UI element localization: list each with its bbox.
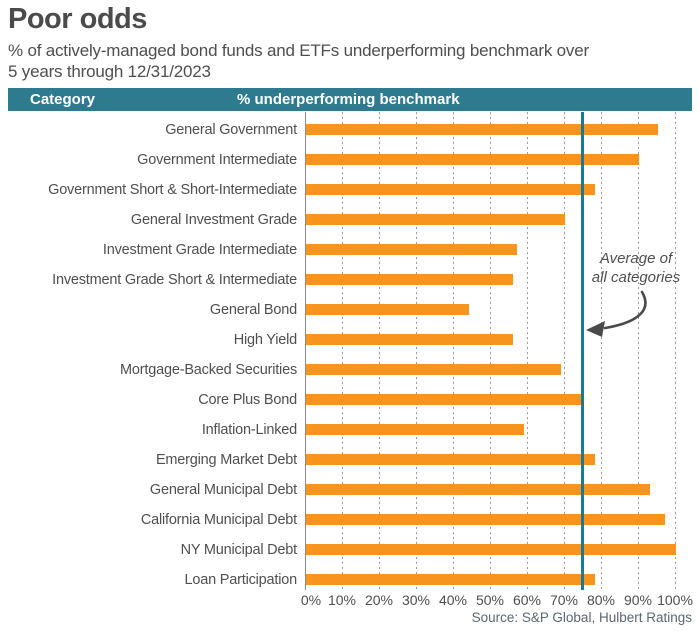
gridline-90pct bbox=[638, 112, 639, 590]
category-label: California Municipal Debt bbox=[140, 512, 297, 528]
chart-subtitle-line2: 5 years through 12/31/2023 bbox=[8, 62, 211, 81]
x-tick-label: 70% bbox=[549, 592, 579, 608]
x-tick-label: 30% bbox=[401, 592, 431, 608]
page-title: Poor odds bbox=[8, 3, 147, 35]
average-annotation-line2: all categories bbox=[591, 269, 681, 286]
bar bbox=[306, 184, 595, 195]
x-tick-label: 60% bbox=[512, 592, 542, 608]
chart-subtitle-line1: % of actively-managed bond funds and ETF… bbox=[8, 41, 589, 60]
category-label: General Government bbox=[165, 122, 297, 138]
category-label: Core Plus Bond bbox=[198, 392, 297, 408]
x-tick-label: 100% bbox=[657, 592, 693, 608]
gridline-100pct bbox=[675, 112, 676, 590]
bar bbox=[306, 484, 650, 495]
category-column-header: Category bbox=[30, 91, 96, 108]
gridline-40pct bbox=[453, 112, 454, 590]
average-line bbox=[581, 112, 584, 590]
x-tick-label: 50% bbox=[475, 592, 505, 608]
x-tick-label: 20% bbox=[364, 592, 394, 608]
x-tick-label: 80% bbox=[586, 592, 616, 608]
category-label: Government Intermediate bbox=[137, 152, 297, 168]
bar bbox=[306, 364, 561, 375]
gridline-80pct bbox=[601, 112, 602, 590]
category-label: General Investment Grade bbox=[130, 212, 297, 228]
bar bbox=[306, 154, 639, 165]
bar bbox=[306, 574, 595, 585]
category-labels-column: General Government Government Intermediat… bbox=[0, 115, 297, 595]
bar bbox=[306, 244, 517, 255]
category-label: Investment Grade Short & Intermediate bbox=[52, 272, 297, 288]
x-tick-label: 40% bbox=[438, 592, 468, 608]
category-label: General Bond bbox=[209, 302, 297, 318]
gridline-30pct bbox=[416, 112, 417, 590]
category-label: Investment Grade Intermediate bbox=[102, 242, 297, 258]
bar bbox=[306, 124, 658, 135]
gridline-20pct bbox=[379, 112, 380, 590]
bar bbox=[306, 214, 565, 225]
x-tick-label: 10% bbox=[327, 592, 357, 608]
category-label: Mortgage-Backed Securities bbox=[120, 362, 297, 378]
x-axis: 0% 10% 20% 30% 40% 50% 60% 70% 80% 90% 100% bbox=[301, 592, 693, 610]
table-header-bar: Category % underperforming benchmark bbox=[8, 88, 692, 111]
bar bbox=[306, 274, 513, 285]
bar bbox=[306, 514, 665, 525]
y-axis-line bbox=[305, 112, 306, 590]
chart-subtitle: % of actively-managed bond funds and ETF… bbox=[8, 40, 589, 82]
bar bbox=[306, 304, 469, 315]
bar bbox=[306, 424, 524, 435]
gridline-50pct bbox=[490, 112, 491, 590]
bar bbox=[306, 334, 513, 345]
bar bbox=[306, 454, 595, 465]
x-tick-label: 90% bbox=[623, 592, 653, 608]
bar bbox=[306, 544, 676, 555]
category-label: High Yield bbox=[233, 332, 297, 348]
category-label: Emerging Market Debt bbox=[155, 452, 297, 468]
category-label: Government Short & Short-Intermediate bbox=[48, 182, 297, 198]
category-label: Inflation-Linked bbox=[201, 422, 297, 438]
value-column-header: % underperforming benchmark bbox=[237, 91, 460, 108]
plot-area bbox=[305, 112, 677, 590]
gridline-60pct bbox=[527, 112, 528, 590]
x-tick-label: 0% bbox=[300, 592, 322, 608]
gridline-10pct bbox=[342, 112, 343, 590]
average-annotation: Average of all categories bbox=[580, 249, 692, 287]
gridline-70pct bbox=[564, 112, 565, 590]
category-label: NY Municipal Debt bbox=[180, 542, 298, 558]
category-label: Loan Participation bbox=[184, 572, 298, 588]
bar bbox=[306, 394, 584, 405]
average-annotation-line1: Average of bbox=[599, 250, 673, 267]
source-credit: Source: S&P Global, Hulbert Ratings bbox=[471, 610, 692, 625]
category-label: General Municipal Debt bbox=[149, 482, 297, 498]
curved-arrow-icon bbox=[586, 290, 647, 337]
